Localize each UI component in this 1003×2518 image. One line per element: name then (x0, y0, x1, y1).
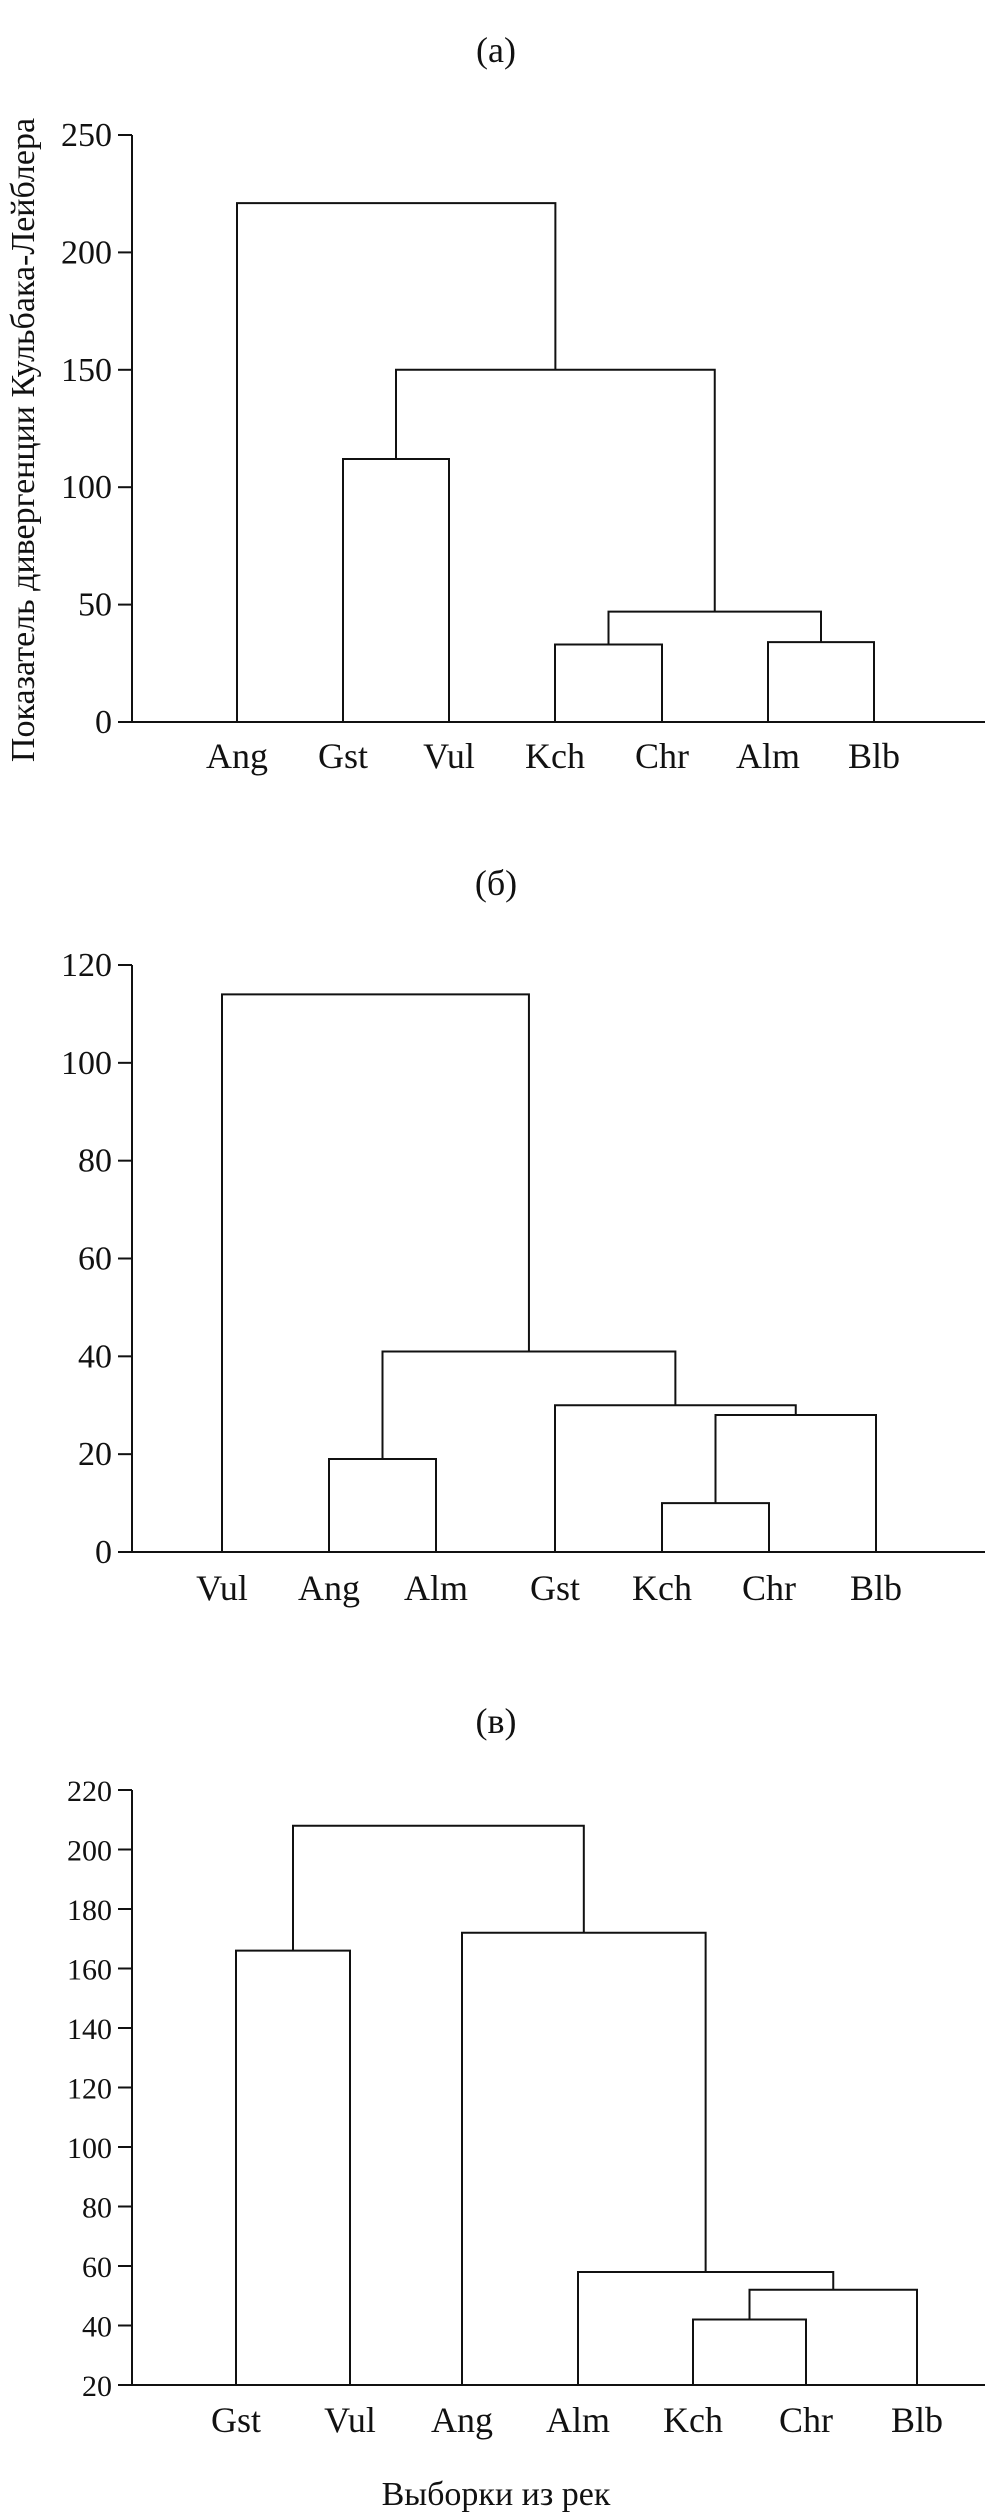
panel-b-leaf-label: Alm (404, 1568, 468, 1608)
panel-a-leaf-label: Vul (423, 736, 475, 776)
panel-c-y-tick-label: 40 (82, 2311, 112, 2344)
panel-a-y-tick-label: 100 (61, 469, 112, 506)
panel-c-leaf-label: Kch (663, 2400, 723, 2440)
panel-c-leaf-label: Ang (431, 2400, 493, 2440)
panel-a-y-tick-label: 150 (61, 352, 112, 389)
panel-b-leaf-label: Gst (530, 1568, 580, 1608)
panel-b-merge-link (554, 1404, 797, 1552)
panel-c-merge-link (692, 2318, 807, 2385)
panel-a-title: (а) (476, 30, 516, 70)
panel-c-y-tick-label: 80 (82, 2192, 112, 2225)
panel-a-merge-link (607, 610, 822, 645)
panel-a-y-axis-title: Показатель дивергенции Кульбака-Лейблера (5, 118, 42, 762)
panel-c-y-tick-label: 20 (82, 2370, 112, 2403)
panel-a-y-tick-label: 0 (95, 704, 112, 741)
panel-a-merge-link (236, 202, 557, 722)
panel-a-leaf-label: Ang (206, 736, 268, 776)
panel-c-y-tick-label: 60 (82, 2251, 112, 2284)
panel-b: (б) 0 20 40 60 80 100 120 Vul Ang Alm Gst Kch Chr Blb (61, 863, 985, 1608)
panel-c-merge-link (292, 1824, 585, 1951)
panel-b-leaf-label: Kch (632, 1568, 692, 1608)
panel-b-leaf-label: Ang (298, 1568, 360, 1608)
panel-c: (в) Выборки из рек 20 40 60 80 100 120 140 160 1… (67, 1701, 985, 2513)
panel-b-y-tick-label: 60 (78, 1241, 112, 1278)
panel-b-y-tick-label: 0 (95, 1534, 112, 1571)
panel-b-merge-link (328, 1458, 437, 1552)
panel-c-leaf-label: Chr (779, 2400, 833, 2440)
panel-b-leaf-label: Chr (742, 1568, 796, 1608)
panel-c-title: (в) (476, 1701, 517, 1741)
panel-a-merge-link (395, 368, 716, 612)
panel-c-x-axis-title: Выборки из рек (382, 2476, 611, 2513)
panel-c-y-tick-label: 120 (67, 2073, 112, 2106)
panel-a-merge-link (342, 458, 450, 722)
panel-c-leaf-label: Gst (211, 2400, 261, 2440)
panel-b-y-tick-label: 20 (78, 1436, 112, 1473)
panel-b-title: (б) (475, 863, 517, 903)
panel-c-y-tick-label: 100 (67, 2132, 112, 2165)
panel-b-y-tick-label: 100 (61, 1045, 112, 1082)
panel-b-y-tick-label: 40 (78, 1338, 112, 1375)
panel-c-y-tick-label: 160 (67, 1954, 112, 1987)
panel-b-merge-link (221, 993, 530, 1552)
panel-a-leaf-label: Chr (635, 736, 689, 776)
panel-c-leaf-label: Alm (546, 2400, 610, 2440)
panel-b-merge-link (661, 1502, 770, 1552)
panel-a-leaf-label: Kch (525, 736, 585, 776)
panel-b-leaf-label: Blb (850, 1568, 902, 1608)
panel-c-merge-link (748, 2288, 918, 2385)
panel-a-merge-link (554, 643, 663, 722)
panel-a-y-tick-label: 250 (61, 117, 112, 154)
panel-a-y-tick-label: 200 (61, 234, 112, 271)
panel-a-leaf-label: Alm (736, 736, 800, 776)
panel-c-merge-link (461, 1931, 707, 2385)
panel-a-y-tick-label: 50 (78, 587, 112, 624)
panel-a-merge-link (767, 641, 875, 722)
panel-a-leaf-label: Blb (848, 736, 900, 776)
panel-a: (а) Показатель дивергенции Кульбака-Лейб… (5, 30, 985, 776)
panel-c-leaf-label: Blb (891, 2400, 943, 2440)
panel-c-y-tick-label: 180 (67, 1894, 112, 1927)
panel-c-y-tick-label: 200 (67, 1835, 112, 1868)
panel-b-y-tick-label: 120 (61, 947, 112, 984)
panel-b-y-tick-label: 80 (78, 1143, 112, 1180)
panel-c-leaf-label: Vul (324, 2400, 376, 2440)
panel-b-leaf-label: Vul (196, 1568, 248, 1608)
panel-a-leaf-label: Gst (318, 736, 368, 776)
panel-c-y-tick-label: 140 (67, 2013, 112, 2046)
panel-c-merge-link (235, 1949, 351, 2385)
panel-c-y-tick-label: 220 (67, 1775, 112, 1808)
panel-b-merge-link (714, 1414, 877, 1552)
